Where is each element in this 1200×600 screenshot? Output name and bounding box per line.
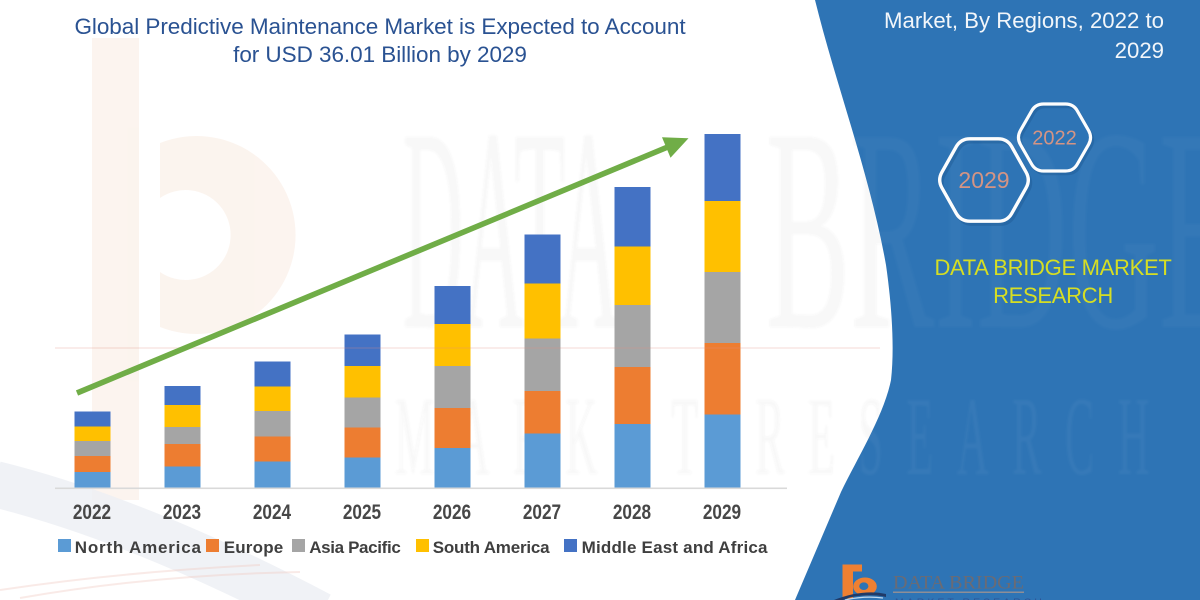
- svg-text:DATA BRIDGE: DATA BRIDGE: [893, 573, 1024, 594]
- svg-text:MARKET RESEARCH: MARKET RESEARCH: [895, 597, 1045, 600]
- svg-text:2022: 2022: [1032, 128, 1077, 150]
- svg-text:2029: 2029: [958, 167, 1009, 193]
